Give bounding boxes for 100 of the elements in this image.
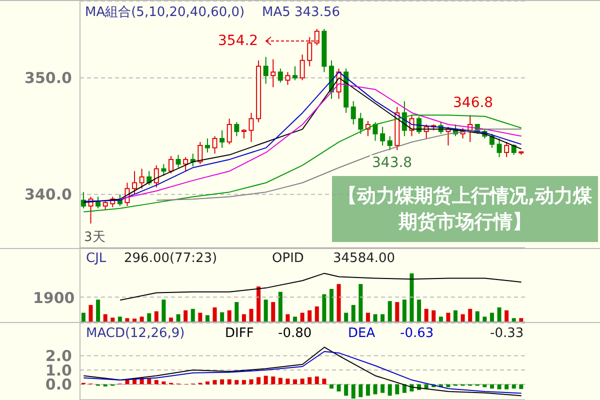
text: DIFF — [225, 326, 254, 342]
text: CJL — [86, 251, 106, 267]
bar — [205, 315, 210, 322]
bar — [417, 300, 422, 322]
candlestick — [387, 136, 392, 151]
candlestick — [278, 68, 283, 84]
bar — [154, 311, 158, 322]
annotation: -0.33 — [490, 326, 524, 342]
text: OPID — [272, 251, 304, 267]
bar — [271, 376, 276, 384]
bar — [475, 311, 480, 322]
bar — [300, 312, 304, 322]
annotation: 3天 — [84, 230, 106, 246]
bar — [103, 314, 108, 322]
bar — [293, 316, 298, 322]
bar — [249, 308, 254, 322]
bar — [300, 378, 304, 384]
bar — [125, 380, 130, 384]
candlestick — [248, 112, 254, 142]
bar — [344, 384, 348, 396]
text: 34584.00 — [333, 251, 396, 267]
candlestick — [307, 36, 312, 67]
bar — [162, 300, 166, 322]
bar — [256, 377, 261, 384]
candlestick — [285, 72, 290, 86]
text: 【动力煤期货上行情况,动力煤期货市场行情】 — [336, 184, 594, 235]
candlestick — [292, 66, 298, 81]
bar — [154, 380, 158, 384]
candlestick — [198, 141, 203, 165]
bar — [482, 316, 487, 322]
candlestick — [314, 28, 320, 46]
y-tick-label: 340.0 — [24, 186, 72, 204]
bar — [380, 314, 385, 322]
y-tick-label: 350.0 — [24, 69, 72, 88]
candlestick — [102, 200, 108, 210]
bar — [454, 310, 458, 322]
bar — [308, 377, 312, 384]
candlestick — [220, 130, 225, 148]
bar — [264, 300, 268, 322]
bar — [490, 384, 494, 389]
candlestick — [511, 144, 516, 156]
bar — [147, 378, 152, 384]
bar — [308, 310, 312, 322]
bar — [264, 376, 268, 384]
annotation: MA組合(5,10,20,40,60,0) — [85, 5, 245, 21]
bar — [366, 312, 370, 322]
bar — [432, 310, 436, 322]
bar — [490, 312, 494, 322]
bar — [81, 312, 86, 322]
text: 1900 — [33, 289, 75, 307]
bar — [504, 384, 509, 390]
bar — [329, 384, 334, 389]
annotation: 346.8 — [453, 95, 494, 111]
bar — [184, 310, 188, 322]
bar — [358, 284, 363, 322]
bar — [169, 318, 173, 322]
bar — [205, 381, 210, 384]
annotation: MA5 343.56 — [262, 5, 340, 21]
bar — [351, 384, 356, 399]
bar — [336, 384, 341, 392]
candlestick — [270, 58, 276, 88]
candlestick — [154, 164, 159, 188]
text: 296.00(77:23) — [124, 251, 218, 267]
bar — [256, 286, 261, 322]
annotation: 343.8 — [370, 155, 414, 171]
bar — [190, 308, 195, 322]
bar — [519, 318, 524, 322]
annotation: 354.2 — [218, 33, 258, 49]
bar — [497, 307, 502, 322]
candlestick — [132, 170, 138, 195]
bar — [322, 294, 326, 322]
bar — [322, 378, 326, 384]
candlestick — [372, 122, 378, 142]
candlestick — [183, 156, 188, 172]
bar — [271, 302, 276, 322]
bar — [212, 307, 217, 322]
bar — [512, 318, 516, 322]
bar — [278, 292, 282, 322]
bar — [227, 310, 232, 322]
bar — [344, 312, 348, 322]
bar — [336, 284, 341, 322]
bar — [460, 314, 465, 322]
candlestick — [504, 141, 510, 158]
bar — [402, 300, 406, 322]
bar — [227, 379, 232, 384]
bar — [198, 312, 202, 322]
bar — [147, 313, 152, 322]
annotation: MACD(12,26,9) — [86, 326, 185, 342]
series-label: DEA — [348, 326, 376, 342]
bar — [395, 384, 400, 394]
bar — [220, 312, 224, 322]
bar — [366, 384, 370, 396]
bar — [286, 314, 290, 322]
bar — [512, 384, 516, 389]
bar — [388, 301, 392, 322]
bar — [118, 316, 122, 322]
bar — [519, 384, 524, 390]
candlestick — [176, 154, 181, 168]
bar — [358, 384, 363, 398]
bar — [278, 378, 282, 384]
